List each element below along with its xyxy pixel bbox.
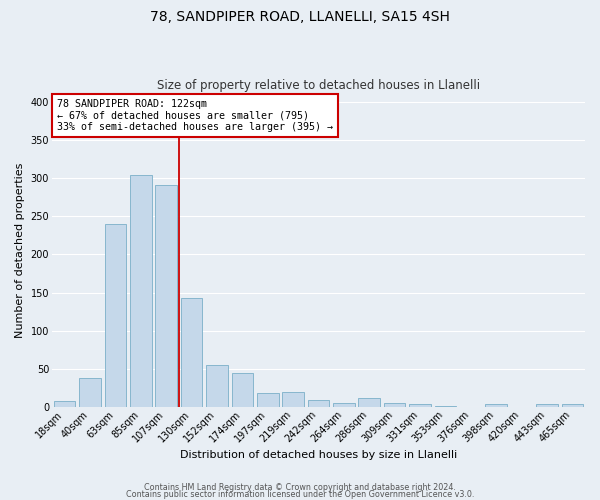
Text: 78 SANDPIPER ROAD: 122sqm
← 67% of detached houses are smaller (795)
33% of semi: 78 SANDPIPER ROAD: 122sqm ← 67% of detac… [57, 99, 333, 132]
Bar [562, 404, 583, 407]
Bar [358, 398, 380, 407]
Bar [485, 404, 507, 407]
Bar [257, 393, 278, 407]
Bar [130, 174, 152, 407]
Bar [232, 373, 253, 407]
Bar [79, 378, 101, 407]
Y-axis label: Number of detached properties: Number of detached properties [15, 163, 25, 338]
X-axis label: Distribution of detached houses by size in Llanelli: Distribution of detached houses by size … [180, 450, 457, 460]
Bar [384, 403, 406, 407]
Bar [283, 392, 304, 407]
Bar [155, 185, 177, 407]
Bar [54, 400, 76, 407]
Bar [409, 404, 431, 407]
Bar [206, 365, 228, 407]
Text: Contains HM Land Registry data © Crown copyright and database right 2024.: Contains HM Land Registry data © Crown c… [144, 484, 456, 492]
Bar [104, 224, 126, 407]
Bar [333, 403, 355, 407]
Bar [308, 400, 329, 407]
Text: Contains public sector information licensed under the Open Government Licence v3: Contains public sector information licen… [126, 490, 474, 499]
Text: 78, SANDPIPER ROAD, LLANELLI, SA15 4SH: 78, SANDPIPER ROAD, LLANELLI, SA15 4SH [150, 10, 450, 24]
Title: Size of property relative to detached houses in Llanelli: Size of property relative to detached ho… [157, 79, 480, 92]
Bar [181, 298, 202, 407]
Bar [536, 404, 558, 407]
Bar [434, 406, 456, 407]
